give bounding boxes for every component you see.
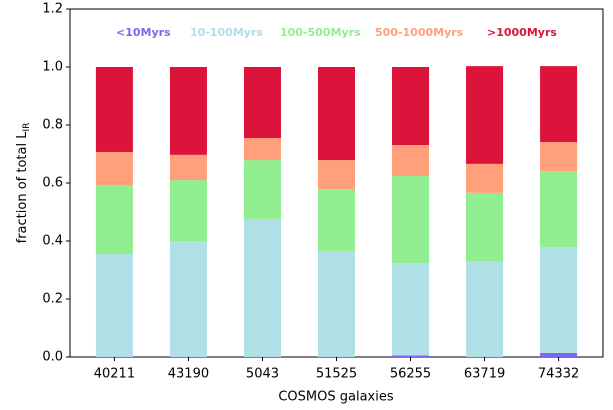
- bar-segment: [243, 67, 281, 139]
- bar-segment: [169, 67, 207, 155]
- legend-entry: 10-100Myrs: [190, 26, 263, 39]
- bar-segment: [95, 185, 133, 255]
- legend-entry: >1000Myrs: [487, 26, 557, 39]
- bar-segment: [540, 247, 578, 353]
- bar-segment: [169, 241, 207, 357]
- y-tick-label: 0.0: [42, 350, 63, 365]
- bar-segment: [392, 145, 430, 177]
- bar-segment: [317, 160, 356, 190]
- x-tick-label: 56255: [390, 367, 431, 382]
- bar-segment: [317, 189, 356, 251]
- y-axis-label: fraction of total LIR: [15, 123, 32, 244]
- bar-segment: [243, 160, 281, 219]
- x-tick-label: 51525: [316, 367, 357, 382]
- bar-segment: [540, 352, 578, 357]
- bar-segment: [169, 154, 207, 181]
- y-tick-label: 1.2: [42, 2, 63, 17]
- y-tick-label: 0.6: [42, 176, 63, 191]
- legend-entry: <10Myrs: [116, 26, 171, 39]
- bar-segment: [466, 66, 504, 164]
- y-axis-label-main: fraction of total L: [15, 131, 30, 244]
- y-axis-label-sub: IR: [22, 123, 32, 132]
- bar-segment: [540, 142, 578, 172]
- bar-segment: [392, 355, 430, 357]
- y-tick-label: 0.4: [42, 234, 63, 249]
- x-tick-label: 74332: [538, 367, 579, 382]
- bar-segment: [95, 151, 133, 186]
- bar-segment: [95, 67, 133, 152]
- x-tick-label: 43190: [168, 367, 209, 382]
- bar-segment: [392, 176, 430, 264]
- legend-entry: 100-500Myrs: [280, 26, 361, 39]
- y-tick-label: 0.8: [42, 118, 63, 133]
- x-tick-label: 5043: [246, 367, 279, 382]
- bar-segment: [392, 263, 430, 356]
- y-tick-label: 1.0: [42, 60, 63, 75]
- bar-segment: [540, 66, 578, 143]
- bar-segment: [466, 163, 504, 193]
- bar-segment: [466, 192, 504, 262]
- bar-segment: [466, 261, 504, 357]
- bar-segment: [317, 67, 356, 161]
- bar-segment: [95, 254, 133, 357]
- bar-segment: [392, 67, 430, 146]
- bar-segment: [243, 218, 281, 357]
- x-axis-label: COSMOS galaxies: [278, 390, 393, 405]
- bar-segment: [169, 180, 207, 241]
- x-tick-label: 63719: [464, 367, 505, 382]
- bar-segment: [540, 171, 578, 248]
- bar-segment: [243, 138, 281, 161]
- legend-entry: 500-1000Myrs: [375, 26, 464, 39]
- x-tick-label: 40211: [94, 367, 135, 382]
- y-tick-label: 0.2: [42, 292, 63, 307]
- bar-segment: [317, 250, 356, 357]
